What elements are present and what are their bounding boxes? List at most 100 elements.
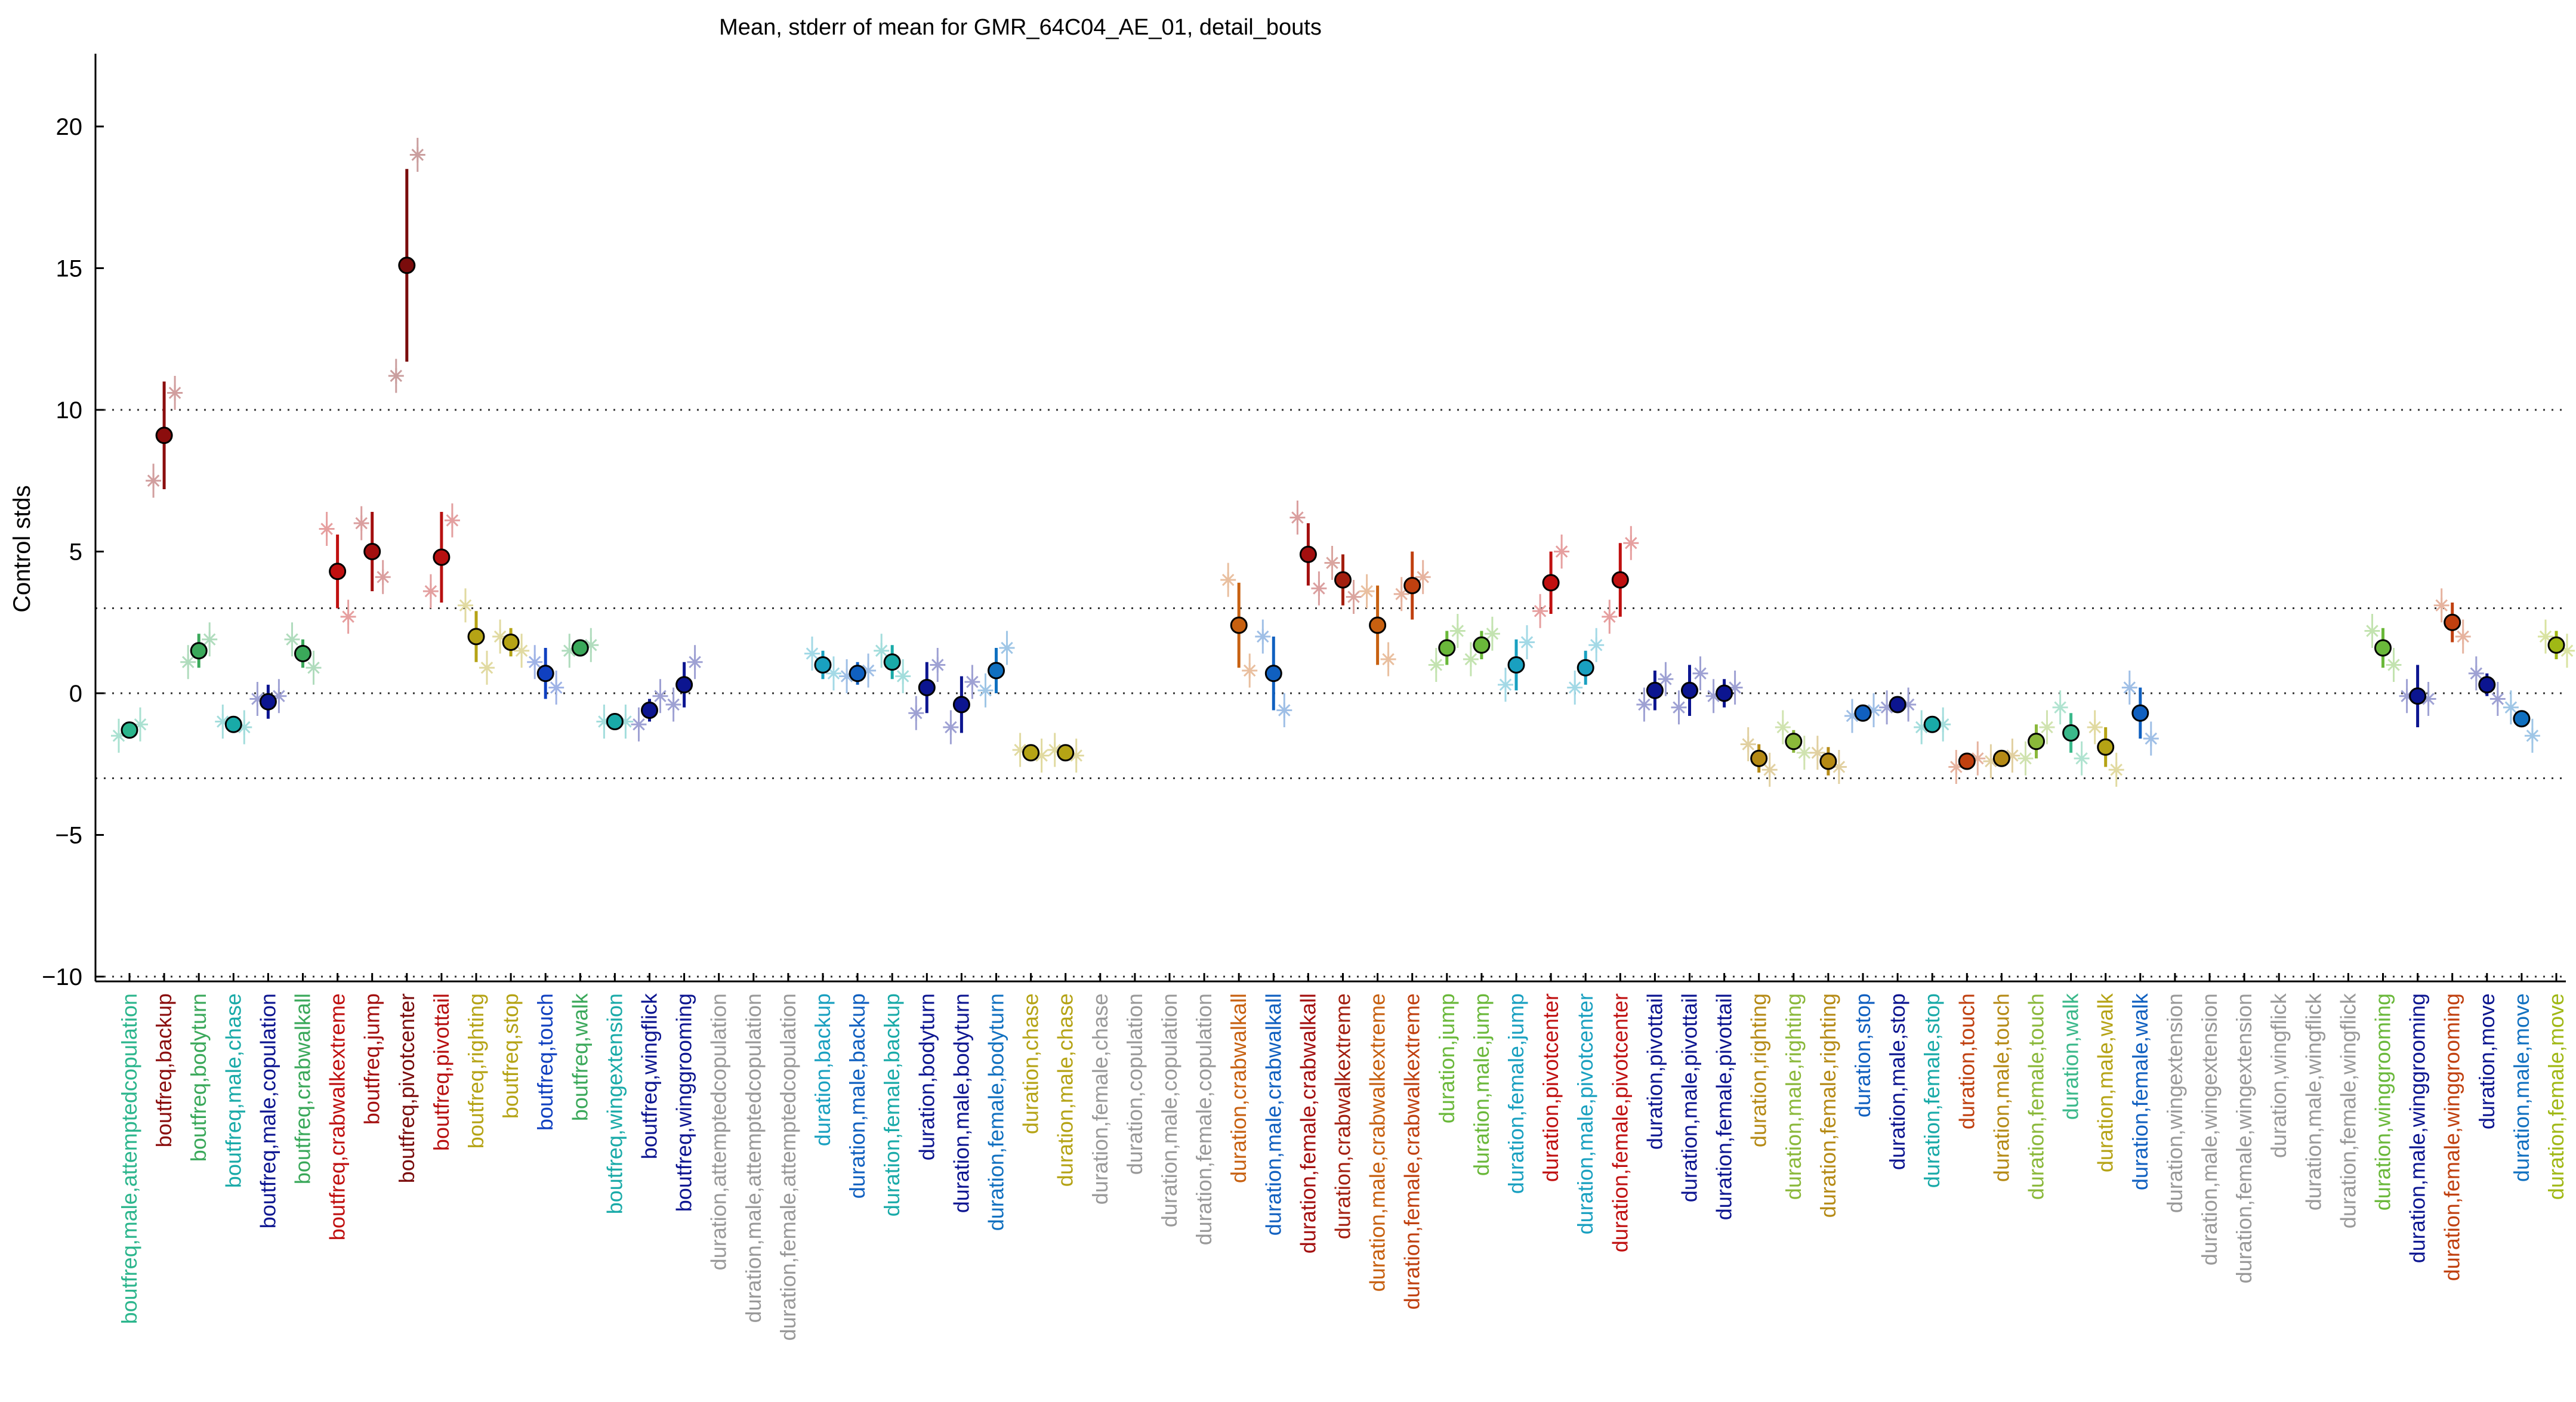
mean-marker (606, 713, 624, 730)
data-point-group (1775, 710, 1812, 770)
mean-marker (1611, 571, 1629, 589)
mean-marker (2409, 687, 2427, 705)
x-tick-label: duration,walk (2059, 993, 2083, 1120)
replicate-marker (1257, 630, 1269, 643)
replicate-marker (493, 630, 507, 643)
replicate-marker (2123, 681, 2136, 694)
data-point-group (1324, 546, 1362, 614)
replicate-marker (1070, 749, 1082, 762)
mean-marker (988, 662, 1005, 680)
replicate-marker (806, 647, 819, 660)
data-point-group (1047, 733, 1084, 773)
data-point-group (1914, 707, 1951, 745)
replicate-marker (979, 684, 992, 697)
replicate-marker (2470, 667, 2483, 680)
y-tick-label: 10 (56, 397, 83, 424)
replicate-marker (147, 474, 160, 487)
data-point-group (1602, 526, 1639, 634)
replicate-marker (2560, 644, 2574, 657)
data-point-group (1220, 563, 1258, 688)
mean-marker (2028, 733, 2045, 751)
data-point-group (1289, 501, 1327, 606)
replicate-marker (2491, 693, 2504, 705)
data-point-group (2121, 671, 2159, 756)
x-tick-label: duration,male,attemptedcopulation (741, 993, 766, 1323)
x-tick-label: duration,male,bodyturn (949, 993, 973, 1213)
mean-marker (2374, 639, 2392, 657)
replicate-marker (459, 599, 472, 612)
replicate-marker (1638, 698, 1651, 711)
data-point-group (665, 645, 703, 722)
replicate-marker (515, 644, 528, 657)
replicate-marker (446, 514, 459, 527)
x-tick-label: duration,female,crabwalkall (1295, 993, 1320, 1253)
mean-marker (1264, 665, 1282, 683)
x-tick-label: boutfreq,male,attemptedcopulation (117, 993, 141, 1324)
mean-marker (2444, 613, 2461, 631)
replicate-marker (1347, 591, 1360, 603)
x-tick-label: duration,female,wingextension (2232, 993, 2256, 1283)
x-tick-label: boutfreq,male,chase (221, 993, 245, 1188)
x-tick-label: boutfreq,male,copulation (255, 993, 280, 1228)
x-tick-label: boutfreq,wingextension (602, 993, 627, 1214)
x-axis (95, 973, 2566, 983)
replicate-marker (827, 667, 840, 680)
data-point-group (1948, 741, 1986, 784)
x-tick-label: duration,stop (1850, 993, 1875, 1117)
mean-marker (155, 427, 173, 444)
x-tick-label: duration,female,move (2544, 993, 2568, 1200)
replicate-marker (1014, 743, 1026, 756)
replicate-marker (320, 523, 333, 535)
y-tick-label: 5 (69, 539, 82, 566)
x-tick-label: boutfreq,pivottail (429, 993, 454, 1151)
mean-marker (814, 656, 832, 674)
mean-marker (294, 645, 311, 662)
data-point-group (839, 653, 877, 693)
data-point-group (1012, 733, 1050, 773)
x-tick-label: duration,male,move (2509, 993, 2534, 1182)
replicate-marker (480, 661, 493, 674)
x-tick-label: duration,touch (1954, 993, 1979, 1129)
x-tick-label: duration,female,crabwalkextreme (1400, 993, 1424, 1310)
x-tick-label: duration,move (2475, 993, 2499, 1129)
data-point-group (1463, 616, 1500, 677)
x-tick-label: boutfreq,winggrooming (672, 993, 696, 1212)
x-tick-label: boutfreq,touch (533, 993, 557, 1131)
replicate-marker (2422, 693, 2435, 705)
replicate-marker (1313, 582, 1325, 595)
replicate-marker (217, 715, 229, 728)
replicate-marker (1278, 704, 1291, 717)
mean-marker (1299, 545, 1317, 563)
x-tick-label: duration,male,crabwalkall (1261, 993, 1285, 1236)
x-tick-label: duration,female,pivotcenter (1608, 993, 1632, 1252)
replicate-marker (2075, 752, 2088, 765)
data-point-group (2052, 690, 2090, 776)
x-tick-label: duration,righting (1747, 993, 1771, 1147)
replicate-marker (1694, 667, 1707, 680)
mean-marker (2478, 676, 2496, 694)
mean-marker (329, 563, 347, 580)
replicate-marker (1832, 761, 1846, 773)
replicate-marker (1048, 743, 1061, 756)
x-tick-label: duration,wingextension (2162, 993, 2187, 1213)
data-point-group (1567, 628, 1605, 705)
replicate-marker (1798, 746, 1811, 759)
replicate-marker (966, 675, 979, 688)
x-tick-label: duration,female,jump (1504, 993, 1528, 1194)
data-point-group (1671, 656, 1708, 725)
replicate-marker (355, 517, 368, 530)
x-tick-labels: boutfreq,male,attemptedcopulation boutfre… (117, 993, 2568, 1341)
x-tick-label: duration,pivotcenter (1538, 993, 1563, 1182)
mean-marker (2513, 710, 2531, 728)
replicate-marker (2019, 752, 2032, 765)
data-point-group (319, 512, 356, 634)
replicate-marker (1326, 557, 1338, 569)
replicate-marker (528, 656, 541, 669)
x-tick-label: duration,wingflick (2266, 993, 2291, 1158)
replicate-marker (1625, 536, 1637, 549)
replicate-marker (2041, 721, 2053, 734)
replicate-marker (286, 633, 298, 646)
x-tick-label: duration,female,wingflick (2336, 993, 2360, 1228)
replicate-marker (203, 633, 216, 646)
data-point-group (1636, 662, 1674, 722)
